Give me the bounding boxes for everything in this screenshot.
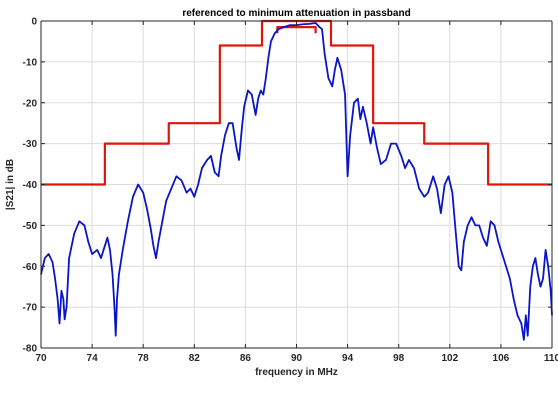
y-tick-label-5: -50 — [23, 221, 38, 232]
y-tick-label-0: 0 — [31, 17, 37, 28]
x-tick-label-8: 102 — [441, 353, 458, 364]
y-tick-label-3: -30 — [23, 139, 38, 150]
axes — [40, 20, 553, 349]
y-tick-label-1: -10 — [23, 57, 38, 68]
x-tick-label-2: 78 — [138, 353, 150, 364]
series-response-line — [40, 22, 553, 341]
tick-labels: 70 74 78 82 86 90 94 98 102 106 110 0 -10 -20 -30 -40 -5… — [23, 17, 558, 365]
chart-title: referenced to minimum attenuation in pas… — [182, 8, 410, 19]
x-tick-label-10: 110 — [544, 353, 558, 364]
y-axis-label: |S21| in dB — [5, 159, 16, 210]
y-tick-label-2: -20 — [23, 98, 38, 109]
x-axis-label: frequency in MHz — [255, 367, 338, 378]
x-tick-label-4: 86 — [240, 353, 252, 364]
x-tick-label-6: 94 — [342, 353, 354, 364]
y-tick-label-4: -40 — [23, 180, 38, 191]
x-tick-label-1: 74 — [87, 353, 99, 364]
y-tick-label-8: -80 — [23, 344, 38, 355]
x-tick-label-5: 90 — [291, 353, 303, 364]
y-tick-label-6: -60 — [23, 262, 38, 273]
x-tick-label-7: 98 — [393, 353, 405, 364]
x-tick-label-0: 70 — [35, 353, 47, 364]
x-tick-label-9: 106 — [493, 353, 510, 364]
x-tick-label-3: 82 — [189, 353, 201, 364]
y-tick-label-7: -70 — [23, 303, 38, 314]
